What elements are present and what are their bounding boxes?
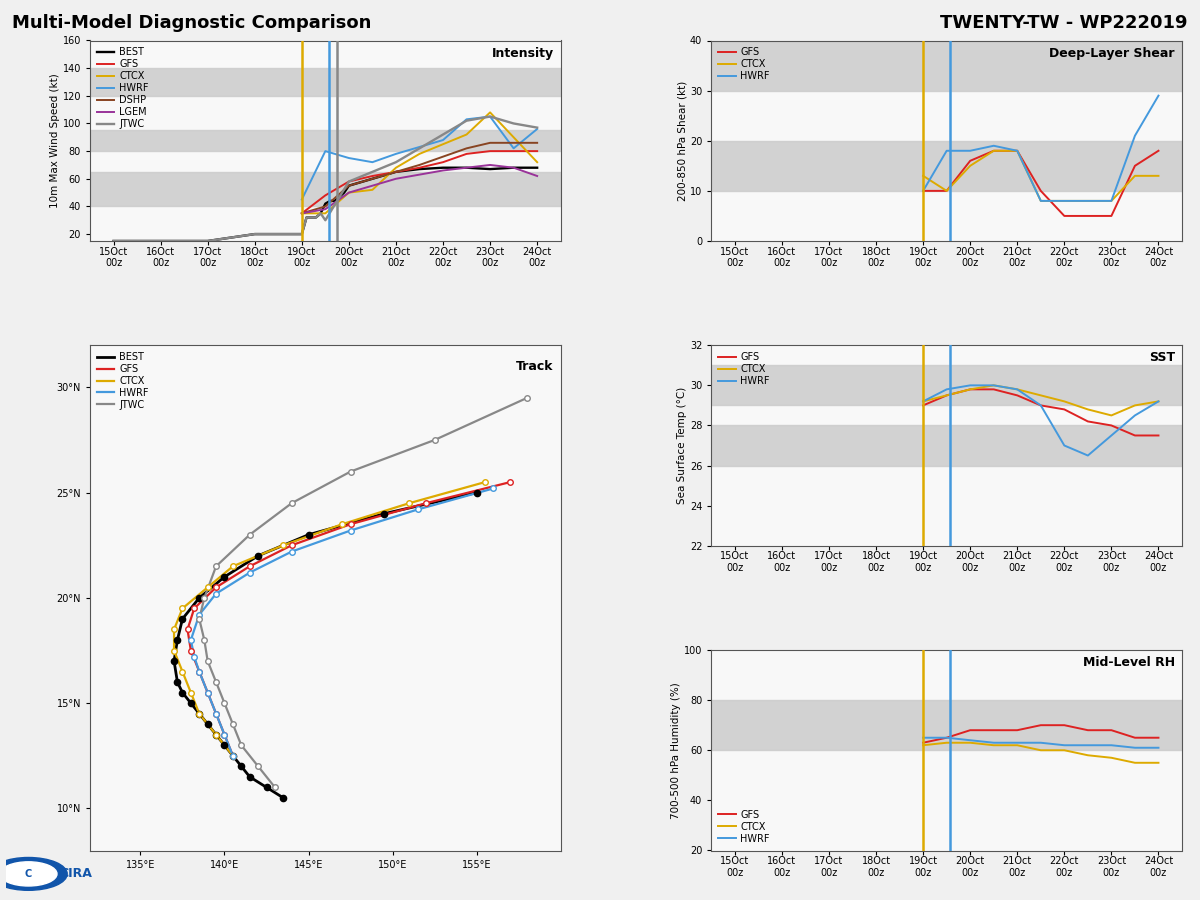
Text: Multi-Model Diagnostic Comparison: Multi-Model Diagnostic Comparison bbox=[12, 14, 371, 32]
Circle shape bbox=[0, 858, 67, 890]
Bar bbox=[90, 172, 560, 206]
Legend: GFS, CTCX, HWRF: GFS, CTCX, HWRF bbox=[716, 350, 772, 388]
Legend: GFS, CTCX, HWRF: GFS, CTCX, HWRF bbox=[716, 808, 772, 846]
Legend: BEST, GFS, CTCX, HWRF, DSHP, LGEM, JTWC: BEST, GFS, CTCX, HWRF, DSHP, LGEM, JTWC bbox=[95, 45, 151, 130]
Bar bbox=[712, 700, 1182, 751]
Legend: BEST, GFS, CTCX, HWRF, JTWC: BEST, GFS, CTCX, HWRF, JTWC bbox=[95, 350, 151, 412]
Text: Deep-Layer Shear: Deep-Layer Shear bbox=[1050, 47, 1175, 59]
Text: Mid-Level RH: Mid-Level RH bbox=[1082, 656, 1175, 669]
Bar bbox=[712, 365, 1182, 405]
Legend: GFS, CTCX, HWRF: GFS, CTCX, HWRF bbox=[716, 45, 772, 83]
Bar bbox=[90, 130, 560, 151]
Y-axis label: 10m Max Wind Speed (kt): 10m Max Wind Speed (kt) bbox=[49, 74, 60, 208]
Bar bbox=[90, 68, 560, 95]
Text: C: C bbox=[25, 868, 32, 879]
Text: CIRA: CIRA bbox=[59, 867, 91, 879]
Text: Track: Track bbox=[516, 360, 553, 373]
Circle shape bbox=[0, 862, 58, 886]
Y-axis label: Sea Surface Temp (°C): Sea Surface Temp (°C) bbox=[677, 387, 688, 504]
Text: TWENTY-TW - WP222019: TWENTY-TW - WP222019 bbox=[941, 14, 1188, 32]
Bar bbox=[712, 40, 1182, 91]
Bar bbox=[712, 140, 1182, 191]
Y-axis label: 200-850 hPa Shear (kt): 200-850 hPa Shear (kt) bbox=[677, 81, 688, 201]
Y-axis label: 700-500 hPa Humidity (%): 700-500 hPa Humidity (%) bbox=[671, 682, 682, 819]
Text: Intensity: Intensity bbox=[492, 47, 553, 59]
Text: SST: SST bbox=[1148, 351, 1175, 364]
Bar bbox=[712, 426, 1182, 465]
